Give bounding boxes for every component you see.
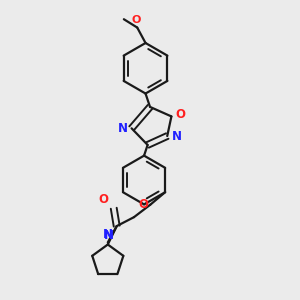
- Text: O: O: [139, 198, 148, 211]
- Text: N: N: [103, 228, 113, 241]
- Text: N: N: [117, 122, 128, 135]
- Text: O: O: [175, 108, 185, 122]
- Text: N: N: [104, 229, 114, 242]
- Text: N: N: [171, 130, 182, 142]
- Text: O: O: [98, 193, 108, 206]
- Text: O: O: [131, 15, 140, 25]
